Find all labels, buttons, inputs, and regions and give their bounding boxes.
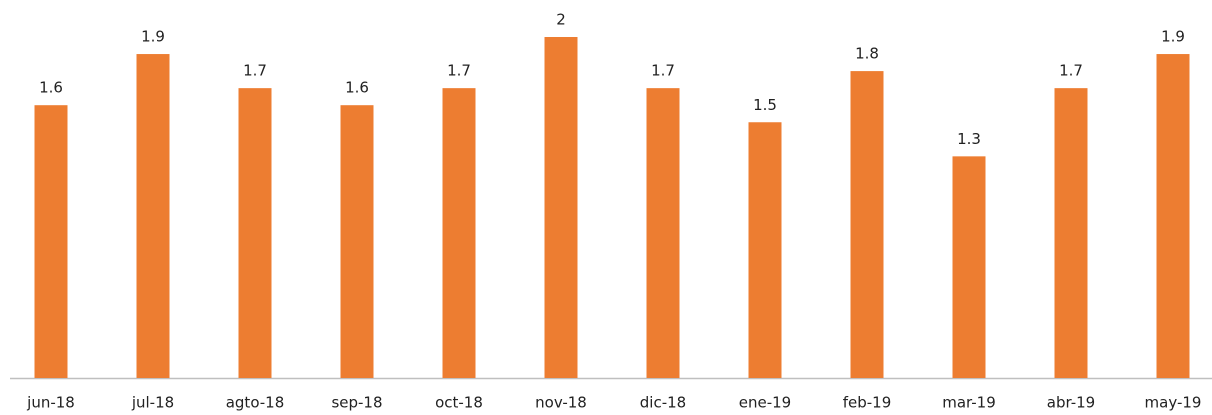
- data-label: 1.8: [855, 45, 879, 63]
- data-label: 1.7: [243, 62, 267, 80]
- x-tick-label: ene-19: [739, 394, 791, 412]
- bar: [952, 156, 986, 378]
- bar: [1054, 88, 1088, 379]
- data-label: 1.7: [447, 62, 471, 80]
- bar: [238, 88, 272, 379]
- x-tick-label: oct-18: [435, 394, 483, 412]
- bar: [646, 88, 680, 379]
- x-tick-label: nov-18: [535, 394, 587, 412]
- bar: [340, 105, 374, 378]
- bar: [34, 105, 68, 378]
- bar: [748, 122, 782, 378]
- data-label: 2: [556, 11, 566, 29]
- data-label: 1.3: [957, 130, 981, 148]
- bar: [850, 71, 884, 378]
- x-tick-label: feb-19: [843, 394, 892, 412]
- x-tick-label: jul-18: [131, 394, 174, 412]
- bar: [1156, 54, 1190, 379]
- x-tick-label: agto-18: [226, 394, 285, 412]
- data-label: 1.7: [1059, 62, 1083, 80]
- data-label: 1.9: [141, 28, 165, 46]
- x-tick-label: jun-18: [26, 394, 75, 412]
- x-tick-label: may-19: [1145, 394, 1202, 412]
- bar: [136, 54, 170, 379]
- x-tick-label: abr-19: [1047, 394, 1095, 412]
- x-tick-label: mar-19: [942, 394, 996, 412]
- data-label: 1.7: [651, 62, 675, 80]
- x-tick-label: sep-18: [331, 394, 382, 412]
- data-label: 1.9: [1161, 28, 1185, 46]
- data-label: 1.6: [39, 79, 63, 97]
- data-label: 1.5: [753, 96, 777, 114]
- bar: [442, 88, 476, 379]
- x-tick-label: dic-18: [640, 394, 686, 412]
- bar: [544, 37, 578, 378]
- data-label: 1.6: [345, 79, 369, 97]
